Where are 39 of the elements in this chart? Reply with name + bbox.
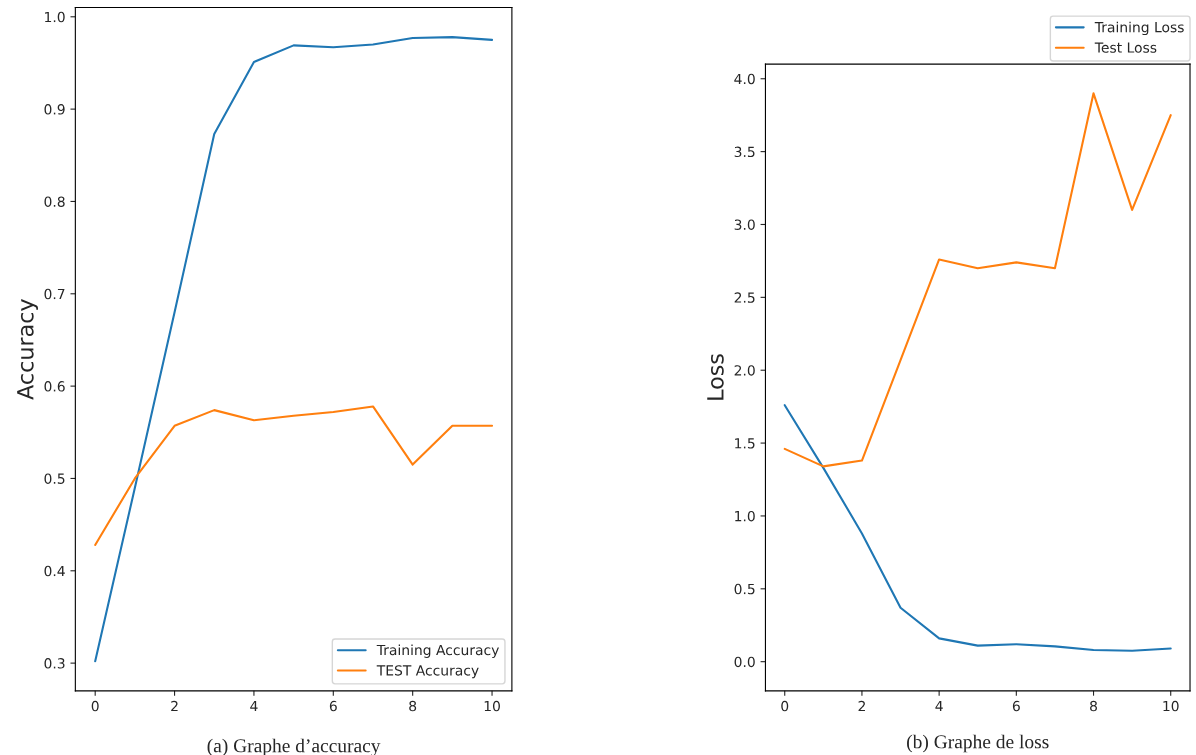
- y-tick-label: 0.5: [44, 473, 65, 484]
- x-tick-label: 8: [1090, 700, 1097, 712]
- y-tick-label: 1.0: [45, 11, 65, 23]
- y-tick-label: 2.0: [734, 365, 755, 376]
- line-series: [783, 92, 1172, 468]
- x-tick-label: 2: [171, 700, 178, 712]
- y-tick-label: 4.0: [734, 73, 755, 85]
- y-tick-label: 0.7: [44, 288, 65, 300]
- y-tick-label: 0.9: [44, 104, 65, 115]
- x-tick-label: 4: [935, 700, 943, 712]
- legend-label: Test Loss: [1094, 42, 1157, 53]
- y-tick-label: 0.6: [44, 381, 65, 392]
- x-tick-label: 2: [858, 700, 865, 712]
- x-tick-label: 8: [409, 700, 417, 712]
- text: (b) Graphe de loss: [907, 734, 1049, 753]
- x-tick-label: 6: [1012, 700, 1020, 712]
- line-series: [783, 404, 1172, 652]
- y-tick-label: 0.3: [44, 658, 65, 669]
- x-tick-label: 10: [484, 700, 500, 712]
- y-tick-label: 3.0: [734, 219, 755, 230]
- y-axis-title: Accuracy: [17, 299, 38, 400]
- line-series: [94, 405, 494, 546]
- x-tick-label: 0: [91, 700, 99, 712]
- y-tick-label: 0.0: [734, 656, 755, 668]
- legend-label: TEST Accuracy: [376, 665, 479, 679]
- y-tick-label: 0.4: [44, 565, 65, 577]
- y-tick-label: 1.5: [735, 438, 755, 449]
- x-tick-label: 4: [250, 700, 258, 712]
- x-tick-label: 0: [781, 700, 789, 712]
- legend-label: Training Accuracy: [376, 644, 499, 658]
- legend-label: Training Loss: [1094, 21, 1184, 36]
- y-tick-label: 1.0: [735, 510, 755, 522]
- x-tick-label: 6: [329, 700, 337, 712]
- y-tick-label: 0.8: [44, 196, 65, 207]
- y-tick-label: 0.5: [734, 583, 755, 595]
- x-tick-label: 10: [1163, 700, 1179, 712]
- y-tick-label: 2.5: [734, 292, 755, 303]
- y-axis-title: Loss: [707, 354, 724, 400]
- y-tick-label: 3.5: [734, 146, 755, 158]
